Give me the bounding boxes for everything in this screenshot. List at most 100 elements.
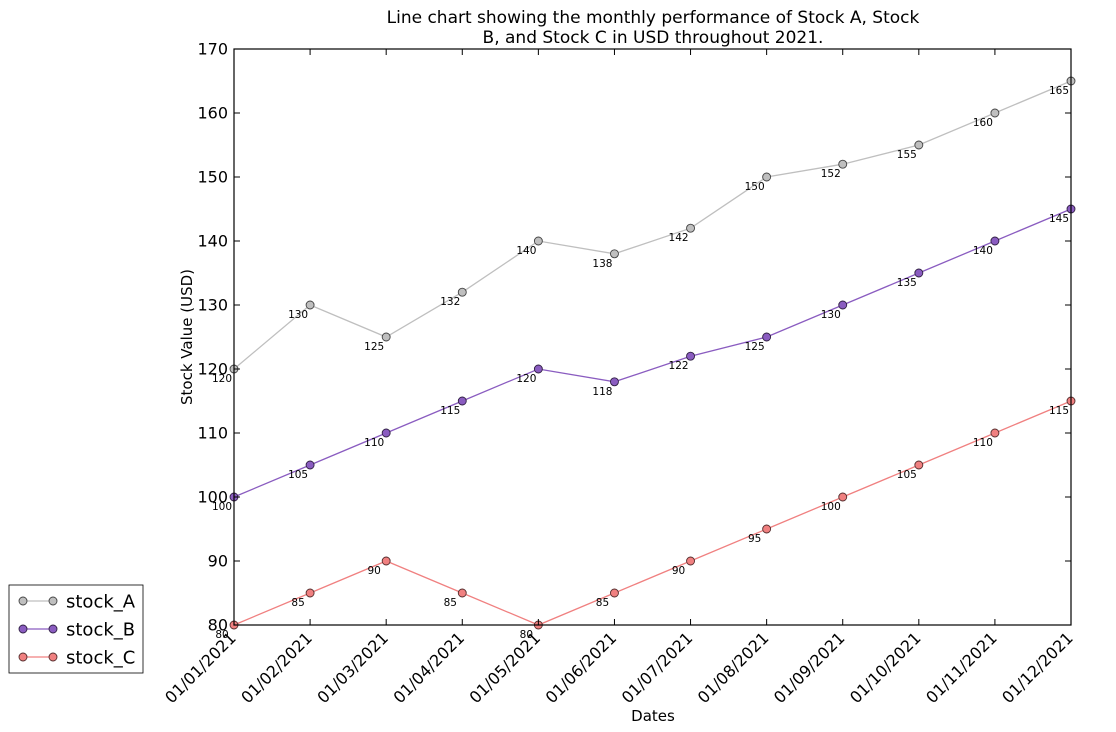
data-point-stock_A	[990, 108, 1000, 118]
data-point-stock_B	[305, 460, 315, 470]
data-point-stock_C	[610, 588, 619, 598]
data-label-stock_C: 80	[215, 629, 228, 641]
data-label-stock_B: 130	[821, 309, 841, 321]
data-point-stock_C	[762, 524, 772, 534]
data-point-stock_C	[990, 428, 1000, 438]
data-point-stock_C	[381, 556, 391, 566]
data-labels: 120 130 125 132 140 138 142 150 152 155 160 165 100 1…	[212, 85, 1069, 641]
x-axis-label: Dates	[631, 707, 675, 725]
data-label-stock_B: 105	[288, 469, 308, 481]
y-tick-label: 150	[197, 168, 228, 187]
data-label-stock_B: 125	[745, 341, 765, 353]
legend-marker-stock_B	[18, 624, 28, 634]
plot-area-frame	[233, 48, 1072, 626]
data-point-stock_A	[610, 249, 619, 259]
data-label-stock_B: 145	[1049, 213, 1069, 225]
x-tick-label: 01/01/2021	[161, 628, 240, 707]
legend-label-stock_C: stock_C	[66, 648, 135, 669]
x-tick-label: 01/11/2021	[922, 628, 1001, 707]
x-tick-label: 01/08/2021	[694, 628, 773, 707]
data-point-stock_A	[457, 287, 467, 297]
data-point-stock_C	[305, 588, 315, 598]
data-label-stock_C: 95	[748, 533, 761, 545]
data-point-stock_A	[762, 172, 772, 182]
x-tick-label: 01/07/2021	[618, 628, 697, 707]
legend-marker-stock_A	[48, 596, 58, 606]
x-tick-label: 01/03/2021	[313, 628, 392, 707]
data-point-stock_A	[914, 140, 924, 150]
data-label-stock_A: 155	[897, 149, 917, 161]
chart-title: Line chart showing the monthly performan…	[387, 8, 920, 48]
data-point-stock_B	[610, 377, 619, 387]
series-line-stock_C	[233, 400, 1072, 626]
data-label-stock_B: 135	[897, 277, 917, 289]
y-tick-label: 140	[197, 232, 228, 251]
legend-marker-stock_B	[48, 624, 58, 634]
data-label-stock_A: 150	[745, 181, 765, 193]
series-markers	[229, 76, 1076, 630]
data-label-stock_B: 140	[973, 245, 993, 257]
data-label-stock_A: 130	[288, 309, 308, 321]
data-point-stock_B	[686, 351, 695, 361]
x-tick-label: 01/09/2021	[770, 628, 849, 707]
x-tick-label: 01/05/2021	[466, 628, 545, 707]
data-label-stock_C: 90	[672, 565, 685, 577]
data-point-stock_C	[914, 460, 924, 470]
y-tick-label: 160	[197, 104, 228, 123]
data-point-stock_C	[686, 556, 695, 566]
data-label-stock_B: 100	[212, 501, 232, 513]
y-tick-label: 130	[197, 296, 228, 315]
y-axis-label: Stock Value (USD)	[178, 269, 196, 405]
legend-marker-stock_A	[18, 596, 28, 606]
y-tick-label: 120	[197, 360, 228, 379]
data-point-stock_A	[838, 159, 848, 169]
data-label-stock_C: 80	[520, 629, 533, 641]
data-point-stock_B	[914, 268, 924, 278]
data-label-stock_B: 110	[364, 437, 384, 449]
data-label-stock_A: 132	[440, 296, 460, 308]
data-point-stock_B	[533, 364, 543, 374]
data-label-stock_C: 105	[897, 469, 917, 481]
data-label-stock_C: 90	[367, 565, 380, 577]
series-line-stock_B	[233, 208, 1072, 498]
data-point-stock_B	[457, 396, 467, 406]
data-label-stock_A: 160	[973, 117, 993, 129]
data-label-stock_B: 120	[516, 373, 536, 385]
data-label-stock_C: 85	[291, 597, 304, 609]
data-label-stock_C: 115	[1049, 405, 1069, 417]
legend-label-stock_B: stock_B	[66, 620, 135, 641]
x-tick-label: 01/10/2021	[846, 628, 925, 707]
data-point-stock_C	[457, 588, 467, 598]
y-tick-label: 110	[197, 424, 228, 443]
data-label-stock_A: 140	[516, 245, 536, 257]
y-tick-label: 100	[197, 488, 228, 507]
data-point-stock_A	[686, 223, 695, 233]
data-label-stock_B: 122	[669, 360, 689, 372]
data-label-stock_C: 100	[821, 501, 841, 513]
series-lines	[233, 80, 1072, 626]
data-point-stock_B	[838, 300, 848, 310]
x-tick-label: 01/02/2021	[237, 628, 316, 707]
data-point-stock_A	[533, 236, 543, 246]
legend-marker-stock_C	[18, 652, 28, 662]
series-line-stock_A	[233, 80, 1072, 370]
y-tick-label: 90	[208, 552, 228, 571]
legend-label-stock_A: stock_A	[66, 592, 136, 613]
data-point-stock_A	[381, 332, 391, 342]
y-tick-label: 170	[197, 40, 228, 59]
x-tick-label: 01/12/2021	[998, 628, 1077, 707]
x-tick-label: 01/06/2021	[542, 628, 621, 707]
data-point-stock_A	[305, 300, 315, 310]
data-label-stock_C: 110	[973, 437, 993, 449]
data-point-stock_B	[990, 236, 1000, 246]
data-point-stock_B	[762, 332, 772, 342]
data-point-stock_B	[381, 428, 391, 438]
data-label-stock_A: 125	[364, 341, 384, 353]
y-tick-label: 80	[208, 616, 228, 635]
data-label-stock_B: 118	[592, 386, 612, 398]
data-label-stock_A: 152	[821, 168, 841, 180]
data-point-stock_C	[838, 492, 848, 502]
data-label-stock_B: 115	[440, 405, 460, 417]
chart-title-line-2: B, and Stock C in USD throughout 2021.	[483, 28, 824, 48]
